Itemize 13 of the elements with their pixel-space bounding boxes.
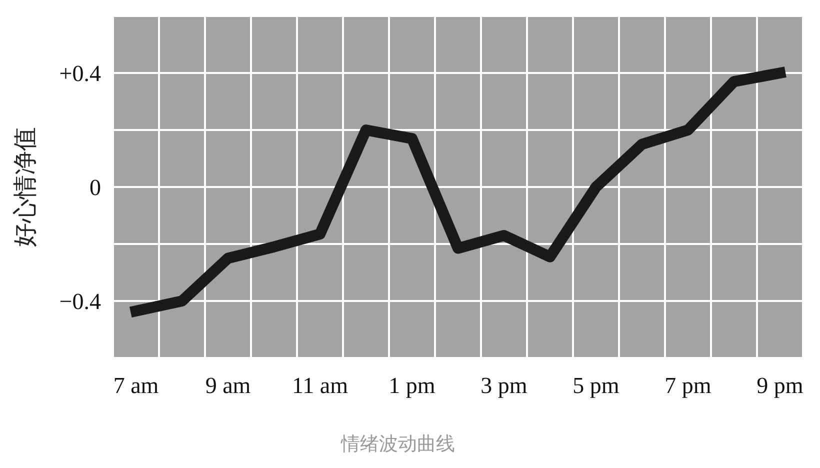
x-tick-label: 7 pm xyxy=(664,373,712,398)
y-tick-label: 0 xyxy=(90,175,101,200)
x-tick-label: 9 am xyxy=(205,373,251,398)
x-tick-label: 11 am xyxy=(292,373,348,398)
x-tick-label: 9 pm xyxy=(756,373,804,398)
x-tick-label: 5 pm xyxy=(572,373,620,398)
y-tick-label: +0.4 xyxy=(59,61,102,86)
y-tick-label: −0.4 xyxy=(59,289,102,314)
text: 情绪波动曲线 xyxy=(340,434,455,455)
x-tick-label: 1 pm xyxy=(388,373,436,398)
x-tick-label: 7 am xyxy=(113,373,159,398)
y-axis-title: 好心情净值 xyxy=(12,127,39,247)
x-tick-label: 3 pm xyxy=(480,373,528,398)
